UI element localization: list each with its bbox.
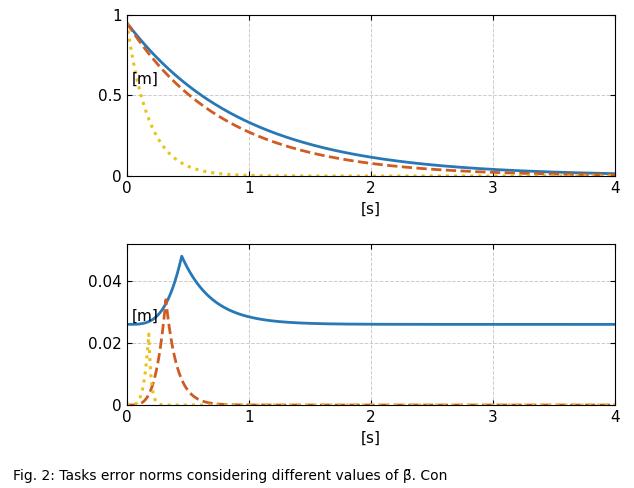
X-axis label: [s]: [s] <box>361 202 381 216</box>
Text: [m]: [m] <box>132 309 158 324</box>
X-axis label: [s]: [s] <box>361 430 381 446</box>
Text: Fig. 2: Tasks error norms considering different values of β̃. Con: Fig. 2: Tasks error norms considering di… <box>13 469 447 483</box>
Text: [m]: [m] <box>132 72 158 87</box>
